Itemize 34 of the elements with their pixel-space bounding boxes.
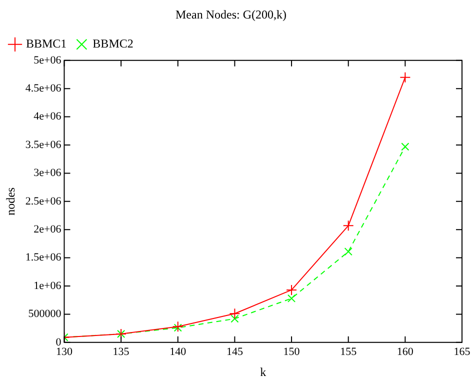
y-axis-title: nodes: [3, 187, 18, 216]
y-tick-label: 0: [56, 336, 62, 348]
x-tick-label: 145: [226, 346, 244, 358]
y-tick-label: 4.5e+06: [25, 82, 62, 94]
point: [172, 321, 184, 332]
legend-label: BBMC2: [92, 36, 134, 51]
x-tick-label: 135: [112, 346, 130, 358]
x-tick-label: 160: [396, 346, 414, 358]
point: [174, 324, 182, 332]
point: [229, 308, 240, 320]
y-tick-label: 1.5e+06: [25, 252, 62, 264]
y-tick-label: 2e+06: [34, 223, 62, 236]
x-tick-label: 150: [283, 346, 300, 358]
legend-label: BBMC1: [26, 36, 67, 51]
x-axis-title: k: [260, 364, 266, 379]
x-tick-label: 165: [454, 346, 471, 358]
point: [230, 314, 239, 323]
chart-title: Mean Nodes: G(200,k): [176, 7, 286, 22]
point: [286, 284, 298, 296]
x-tick-label: 140: [170, 346, 187, 358]
y-tick-label: 1e+06: [34, 280, 62, 292]
point: [400, 72, 411, 83]
y-tick-label: 5e+06: [34, 54, 62, 66]
y-tick-label: 2.5e+06: [25, 195, 62, 208]
point: [344, 248, 352, 256]
y-tick-label: 500000: [28, 308, 62, 320]
x-tick-label: 130: [56, 346, 73, 358]
point: [401, 142, 410, 151]
x-tick-label: 155: [340, 346, 358, 358]
y-tick-label: 3e+06: [34, 167, 62, 180]
point: [287, 294, 296, 302]
point: [342, 220, 354, 232]
y-tick-label: 4e+06: [34, 110, 62, 123]
y-tick-label: 3.5e+06: [25, 138, 62, 151]
